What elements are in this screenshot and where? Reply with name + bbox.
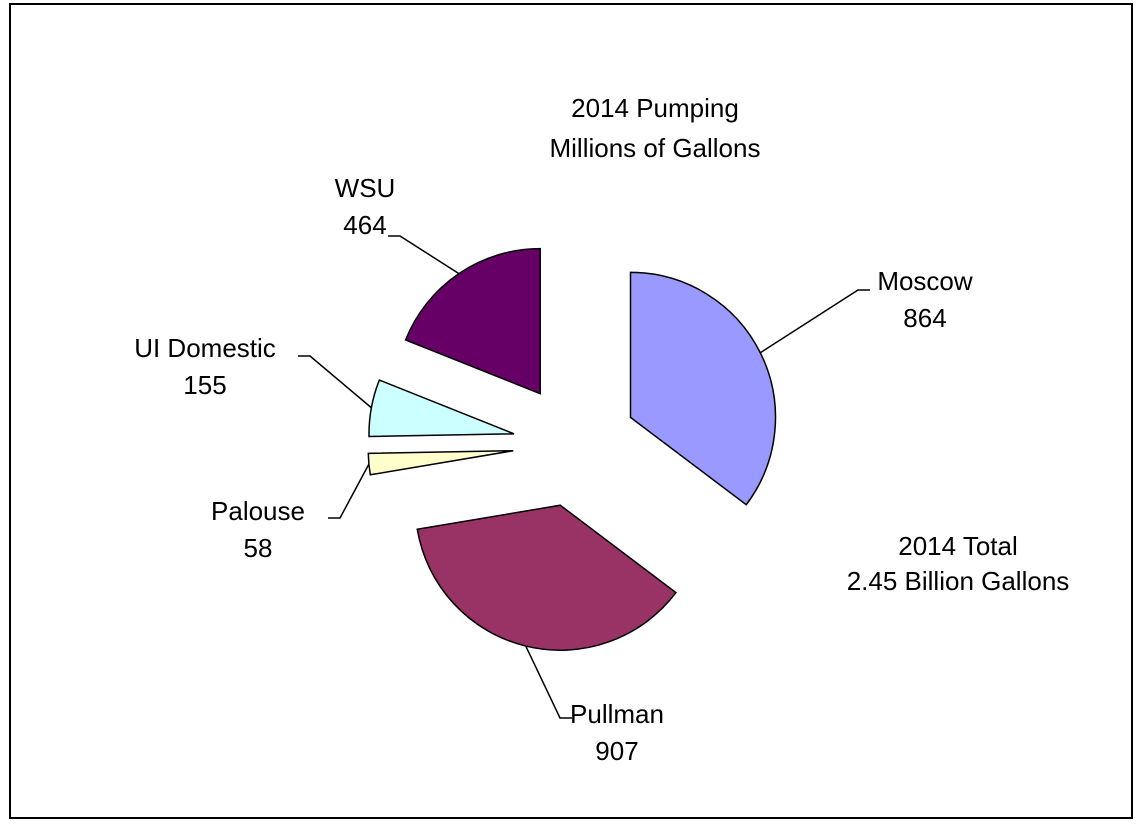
slice-value: 464: [343, 210, 386, 240]
annotation: 2014 Total: [898, 531, 1018, 561]
slice-value: 58: [244, 533, 273, 563]
slice-label: Moscow: [877, 266, 973, 296]
annotation: 2.45 Billion Gallons: [847, 566, 1070, 596]
pie-slice: [368, 379, 515, 438]
slice-label: WSU: [335, 173, 396, 203]
pie-slice: [629, 271, 777, 506]
leader-line: [298, 355, 372, 409]
pie-slice: [367, 449, 514, 476]
slice-value: 155: [183, 370, 226, 400]
leader-line: [328, 463, 370, 519]
slice-value: 907: [595, 736, 638, 766]
pie-slice: [416, 504, 678, 651]
chart-title: 2014 Pumping: [571, 93, 739, 123]
slice-label: UI Domestic: [134, 333, 276, 363]
leader-line: [525, 645, 572, 719]
chart-frame: [9, 3, 1133, 819]
slice-label: Palouse: [211, 496, 305, 526]
pie-slice: [404, 247, 541, 395]
chart-subtitle: Millions of Gallons: [550, 133, 761, 163]
slice-label: Pullman: [570, 699, 664, 729]
leader-line: [388, 235, 460, 275]
leader-line: [759, 289, 870, 354]
slice-value: 864: [903, 303, 946, 333]
